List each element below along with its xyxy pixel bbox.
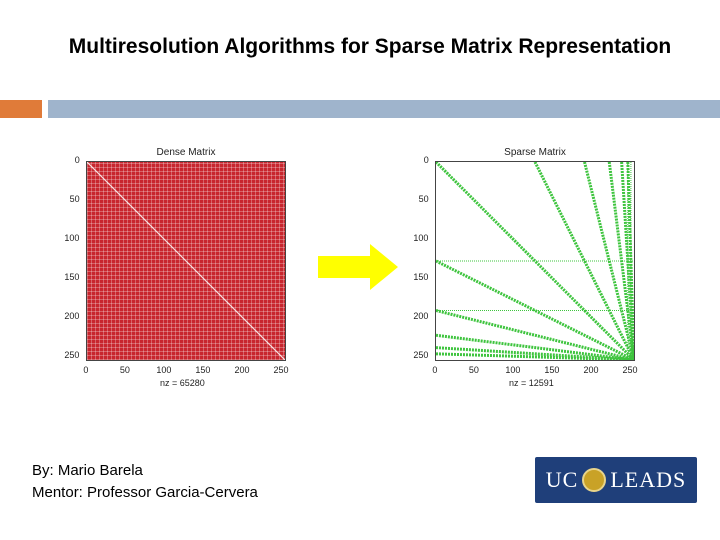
dense-x-tick: 0 — [83, 365, 89, 375]
sparse-band — [436, 162, 634, 360]
sparse-y-tick: 150 — [413, 272, 429, 283]
byline: By: Mario Barela Mentor: Professor Garci… — [32, 460, 258, 504]
logo-uc-text: UC — [545, 467, 579, 492]
sparse-band — [436, 259, 634, 360]
sparse-x-tick: 50 — [468, 365, 479, 375]
sparse-band — [436, 309, 634, 360]
dense-matrix-plot — [86, 161, 286, 361]
dense-y-tick: 50 — [69, 194, 80, 205]
sparse-band — [583, 162, 634, 360]
dense-x-tick: 250 — [273, 365, 289, 375]
dense-x-tick: 50 — [119, 365, 130, 375]
dense-x-tick: 150 — [195, 365, 211, 375]
dense-x-tick: 200 — [234, 365, 250, 375]
sparse-x-tick: 100 — [505, 365, 521, 375]
dense-nz-label: nz = 65280 — [160, 378, 205, 388]
header-bar — [48, 100, 720, 118]
slide-title: Multiresolution Algorithms for Sparse Ma… — [68, 35, 672, 58]
sparse-matrix-plot — [435, 161, 635, 361]
dense-plot-title: Dense Matrix — [156, 147, 216, 158]
sparse-pattern — [436, 162, 634, 360]
dense-y-tick: 200 — [64, 311, 80, 322]
mentor-name: Mentor: Professor Garcia-Cervera — [32, 484, 258, 501]
logo-leads-text: LEADS — [610, 467, 687, 492]
sparse-plot-title: Sparse Matrix — [504, 147, 566, 158]
sparse-y-tick: 200 — [413, 311, 429, 322]
sparse-x-tick: 150 — [544, 365, 560, 375]
sparse-nz-label: nz = 12591 — [509, 378, 554, 388]
sparse-x-tick: 0 — [432, 365, 438, 375]
sparse-y-tick: 0 — [423, 155, 429, 165]
author-name: By: Mario Barela — [32, 462, 143, 479]
dense-y-tick: 100 — [64, 233, 80, 244]
sparse-band — [436, 352, 634, 360]
right-arrow-icon — [318, 244, 398, 290]
sparse-band — [607, 162, 634, 360]
sparse-x-tick: 250 — [622, 365, 638, 375]
sparse-band — [533, 162, 634, 360]
dense-diagonal — [87, 162, 285, 360]
sparse-y-tick: 50 — [418, 194, 429, 205]
sparse-y-tick: 100 — [413, 233, 429, 244]
dense-y-tick: 250 — [64, 350, 80, 361]
dense-y-tick: 150 — [64, 272, 80, 283]
dense-x-tick: 100 — [156, 365, 172, 375]
seal-icon — [582, 468, 607, 492]
sparse-x-tick: 200 — [583, 365, 599, 375]
sparse-band — [436, 333, 634, 360]
sparse-y-tick: 250 — [413, 350, 429, 361]
dense-y-tick: 0 — [74, 155, 80, 165]
uc-leads-logo: UC LEADS — [535, 457, 697, 503]
header-accent-bar — [0, 100, 42, 118]
